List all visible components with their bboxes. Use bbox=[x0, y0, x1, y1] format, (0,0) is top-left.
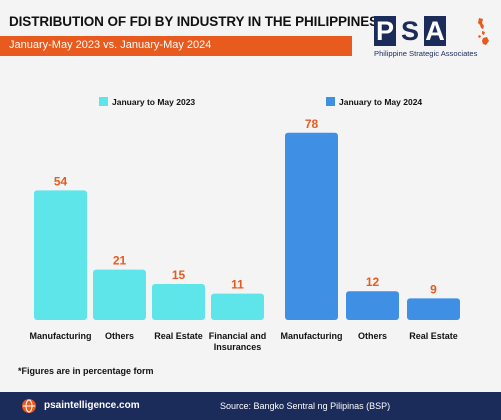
footnote: *Figures are in percentage form bbox=[18, 366, 154, 376]
value-label-financial-and-insurances-2023: 11 bbox=[231, 278, 244, 292]
legend-label-2024: January to May 2024 bbox=[339, 97, 422, 107]
logo-caption: Philippine Strategic Associates bbox=[374, 49, 478, 58]
value-label-real-estate-2024: 9 bbox=[430, 282, 437, 296]
bar-others-2023 bbox=[93, 269, 146, 320]
category-label-manufacturing-2023: Manufacturing bbox=[30, 331, 92, 341]
fdi-bar-chart: January to May 2023 54 Manufacturing 21 Othe… bbox=[30, 97, 460, 352]
bar-real-estate-2023 bbox=[152, 284, 205, 320]
chart-subtitle: January-May 2023 vs. January-May 2024 bbox=[9, 39, 212, 51]
value-label-others-2023: 21 bbox=[113, 254, 127, 268]
subtitle-bar bbox=[0, 36, 352, 56]
value-label-real-estate-2023: 15 bbox=[172, 268, 186, 282]
logo-letter-p: P bbox=[374, 16, 396, 46]
bar-others-2024 bbox=[346, 291, 399, 320]
category-label-real-estate-2023: Real Estate bbox=[154, 331, 203, 341]
bar-financial-and-insurances-2023 bbox=[211, 293, 264, 320]
logo-letter-s: S bbox=[400, 16, 419, 46]
philippines-map-icon bbox=[478, 18, 489, 45]
footer-bar: psaintelligence.com Source: Bangko Sentr… bbox=[0, 392, 501, 420]
legend-label-2023: January to May 2023 bbox=[112, 97, 195, 107]
bar-manufacturing-2024 bbox=[285, 132, 338, 320]
legend-swatch-2023 bbox=[99, 97, 108, 106]
logo-letter-a: A bbox=[424, 16, 446, 46]
source-note: Source: Bangko Sentral ng Pilipinas (BSP… bbox=[220, 401, 391, 411]
value-label-manufacturing-2023: 54 bbox=[54, 174, 68, 188]
category-label-others-2023: Others bbox=[105, 331, 134, 341]
website-link[interactable]: psaintelligence.com bbox=[44, 400, 140, 411]
category-label-real-estate-2024: Real Estate bbox=[409, 331, 458, 341]
bar-manufacturing-2023 bbox=[34, 190, 87, 320]
chart-title: DISTRIBUTION OF FDI BY INDUSTRY IN THE P… bbox=[9, 14, 379, 29]
category-label-manufacturing-2024: Manufacturing bbox=[281, 331, 343, 341]
legend-swatch-2024 bbox=[326, 97, 335, 106]
globe-icon bbox=[22, 399, 36, 413]
bar-real-estate-2024 bbox=[407, 298, 460, 320]
value-label-others-2024: 12 bbox=[366, 275, 380, 289]
category-label-others-2024: Others bbox=[358, 331, 387, 341]
value-label-manufacturing-2024: 78 bbox=[305, 117, 319, 131]
category-label-financial-and-insurances-2023: Financial and Insurances bbox=[209, 331, 267, 352]
